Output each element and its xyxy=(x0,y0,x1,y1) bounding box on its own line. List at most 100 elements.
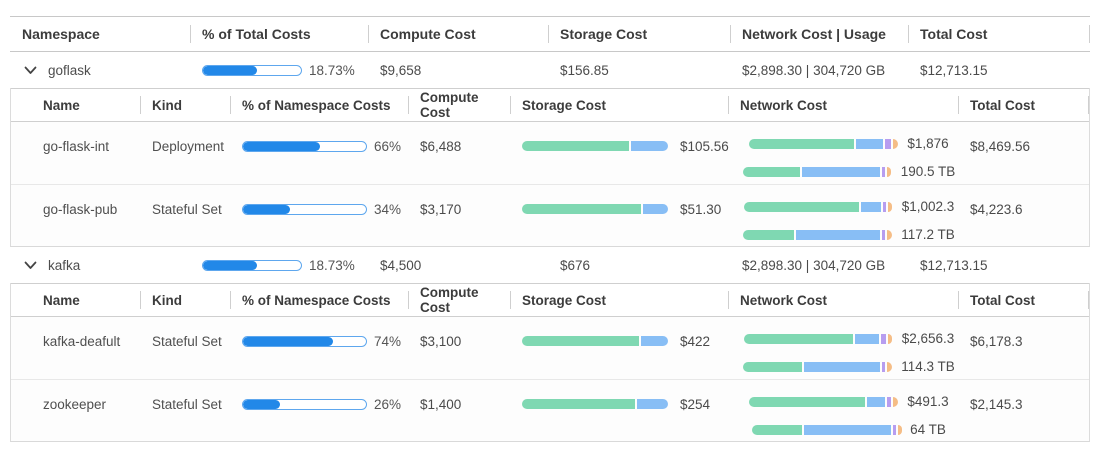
subcol-header-storage: Storage Cost xyxy=(510,89,728,121)
workload-kind: Stateful Set xyxy=(152,201,222,217)
namespace-pct-cell: 18.73% xyxy=(190,258,368,273)
pct-namespace-costs-bar xyxy=(242,140,367,152)
workload-network-cell: $491.3 64 TB xyxy=(728,394,958,437)
col-header-network: Network Cost | Usage xyxy=(730,17,908,51)
network-cost-value: $2,656.3 xyxy=(901,331,955,346)
pct-total-costs-bar xyxy=(202,64,302,76)
workload-total-cost: $8,469.56 xyxy=(970,138,1031,154)
chevron-down-icon[interactable] xyxy=(22,257,38,273)
pct-namespace-costs-value: 74% xyxy=(374,333,402,349)
workload-total-cost: $6,178.3 xyxy=(970,333,1023,349)
workload-row: kafka-deafult Stateful Set 74% $3,100 $4… xyxy=(11,317,1089,379)
workload-name: go-flask-pub xyxy=(43,201,118,217)
subcol-header-compute: Compute Cost xyxy=(408,89,510,121)
namespace-storage-cost: $676 xyxy=(560,257,591,273)
workload-pct-cell: 26% xyxy=(230,394,408,414)
subcol-header-network: Network Cost xyxy=(728,284,958,316)
namespace-total-cost: $12,713.15 xyxy=(920,62,988,78)
network-cost-value: $1,876 xyxy=(907,136,949,151)
namespace-name-cell: goflask xyxy=(10,62,190,78)
namespace-name: goflask xyxy=(48,62,91,78)
storage-cost-value: $422 xyxy=(680,333,711,349)
subtable-header-row: Name Kind % of Namespace Costs Compute C… xyxy=(11,88,1089,122)
network-usage-value: 64 TB xyxy=(910,422,946,437)
subcol-header-total: Total Cost xyxy=(958,284,1089,316)
storage-cost-bar xyxy=(522,399,672,409)
namespace-row[interactable]: kafka 18.73% $4,500 $676 $2,898.30 | 304… xyxy=(10,247,1090,283)
network-cost-bar xyxy=(749,138,899,149)
namespace-compute-cost: $9,658 xyxy=(380,62,422,78)
namespace-row[interactable]: goflask 18.73% $9,658 $156.85 $2,898.30 … xyxy=(10,52,1090,88)
storage-cost-bar xyxy=(522,141,672,151)
col-header-pct-total: % of Total Costs xyxy=(190,17,368,51)
network-usage-bar xyxy=(743,229,893,240)
pct-namespace-costs-value: 66% xyxy=(374,138,402,154)
chevron-down-icon[interactable] xyxy=(22,62,38,78)
subcol-header-total: Total Cost xyxy=(958,89,1089,121)
network-usage-value: 190.5 TB xyxy=(900,164,956,179)
pct-total-costs-value: 18.73% xyxy=(309,62,355,78)
network-usage-value: 114.3 TB xyxy=(901,359,955,374)
subcol-header-kind: Kind xyxy=(140,89,230,121)
pct-total-costs-bar xyxy=(202,259,302,271)
namespace-name-cell: kafka xyxy=(10,257,190,273)
col-header-label: Compute Cost xyxy=(380,26,476,42)
namespace-compute-cost: $4,500 xyxy=(380,257,422,273)
workload-row: go-flask-pub Stateful Set 34% $3,170 $51… xyxy=(11,184,1089,246)
namespace-network-cost-usage: $2,898.30 | 304,720 GB xyxy=(742,62,886,78)
col-header-namespace: Namespace xyxy=(10,17,190,51)
network-cost-bar xyxy=(743,201,894,212)
col-header-label: % of Total Costs xyxy=(202,26,311,42)
workload-compute-cost: $3,170 xyxy=(420,201,462,217)
subcol-header-network: Network Cost xyxy=(728,89,958,121)
namespace-pct-cell: 18.73% xyxy=(190,63,368,78)
workload-compute-cost: $3,100 xyxy=(420,333,462,349)
network-usage-value: 117.2 TB xyxy=(901,227,955,242)
network-usage-bar xyxy=(743,361,893,372)
workload-name: zookeeper xyxy=(43,396,107,412)
namespace-storage-cost: $156.85 xyxy=(560,62,609,78)
table-header-row: Namespace % of Total Costs Compute Cost … xyxy=(10,16,1090,52)
workload-storage-cell: $51.30 xyxy=(510,199,728,219)
cost-table: Namespace % of Total Costs Compute Cost … xyxy=(10,16,1090,442)
workload-kind: Stateful Set xyxy=(152,333,222,349)
storage-cost-value: $105.56 xyxy=(680,138,729,154)
subcol-header-storage: Storage Cost xyxy=(510,284,728,316)
subcol-header-compute: Compute Cost xyxy=(408,284,510,316)
namespace-name: kafka xyxy=(48,257,81,273)
storage-cost-value: $51.30 xyxy=(680,201,722,217)
workload-pct-cell: 74% xyxy=(230,331,408,351)
col-header-label: Network Cost | Usage xyxy=(742,26,886,42)
workload-total-cost: $2,145.3 xyxy=(970,396,1023,412)
col-header-total: Total Cost xyxy=(908,17,1090,51)
subtable-header-row: Name Kind % of Namespace Costs Compute C… xyxy=(11,283,1089,317)
col-header-label: Storage Cost xyxy=(560,26,648,42)
namespace-total-cost: $12,713.15 xyxy=(920,257,988,273)
workload-network-cell: $2,656.3 114.3 TB xyxy=(728,331,958,374)
workload-storage-cell: $254 xyxy=(510,394,728,414)
workload-row: zookeeper Stateful Set 26% $1,400 $254 xyxy=(11,379,1089,441)
workload-storage-cell: $105.56 xyxy=(510,136,729,156)
col-header-label: Total Cost xyxy=(920,26,988,42)
subcol-header-kind: Kind xyxy=(140,284,230,316)
workload-kind: Deployment xyxy=(152,138,225,154)
subcol-header-name: Name xyxy=(43,97,80,113)
workload-row: go-flask-int Deployment 66% $6,488 $105.… xyxy=(11,122,1089,184)
workload-network-cell: $1,002.3 117.2 TB xyxy=(728,199,958,242)
workload-kind: Stateful Set xyxy=(152,396,222,412)
workload-pct-cell: 34% xyxy=(230,199,408,219)
network-usage-bar xyxy=(752,424,903,435)
storage-cost-bar xyxy=(522,336,672,346)
pct-namespace-costs-value: 34% xyxy=(374,201,402,217)
subcol-header-pct-ns: % of Namespace Costs xyxy=(230,284,408,316)
workload-compute-cost: $6,488 xyxy=(420,138,462,154)
network-cost-value: $1,002.3 xyxy=(901,199,955,214)
pct-namespace-costs-bar xyxy=(242,203,367,215)
network-cost-bar xyxy=(743,333,894,344)
namespace-network-cost-usage: $2,898.30 | 304,720 GB xyxy=(742,257,886,273)
subcol-header-name: Name xyxy=(43,292,80,308)
col-header-storage: Storage Cost xyxy=(548,17,730,51)
network-cost-value: $491.3 xyxy=(907,394,949,409)
col-header-label: Namespace xyxy=(22,26,100,42)
col-header-compute: Compute Cost xyxy=(368,17,548,51)
